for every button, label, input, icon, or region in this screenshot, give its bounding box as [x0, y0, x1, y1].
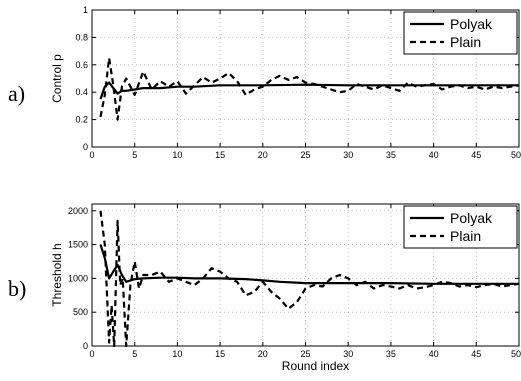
x-tick-label: 0 — [89, 150, 94, 160]
x-tick-label: 35 — [386, 349, 396, 359]
x-tick-label: 20 — [258, 349, 268, 359]
x-tick-label: 25 — [300, 150, 310, 160]
y-tick-label: 2000 — [68, 206, 88, 216]
series-line-plain — [99, 210, 520, 348]
series-line-polyak — [99, 244, 519, 285]
x-tick-label: 25 — [300, 349, 310, 359]
y-tick-label: 1000 — [68, 273, 88, 283]
legend-label-polyak: Polyak — [450, 210, 493, 226]
y-tick-label: 1 — [83, 5, 88, 15]
y-axis-label: Threshold h — [50, 243, 64, 306]
x-tick-label: 45 — [471, 349, 481, 359]
chart-panel-a: 0 5 10 15 20 25 30 35 40 45 50 0 0.2 0.4 0.6 0.8 1 Contro… — [8, 5, 521, 160]
x-tick-label: 20 — [258, 150, 268, 160]
legend: Polyak Plain — [403, 11, 518, 55]
x-tick-label: 15 — [215, 349, 225, 359]
legend-label-plain: Plain — [450, 228, 481, 244]
series-line-plain — [99, 56, 520, 121]
x-tick-label: 50 — [511, 150, 521, 160]
x-tick-label: 5 — [132, 150, 137, 160]
x-tick-label: 0 — [89, 349, 94, 359]
y-tick-label: 1500 — [68, 240, 88, 250]
panel-letter: b) — [8, 276, 26, 301]
y-axis-label: Control p — [50, 54, 64, 103]
y-tick-label: 0 — [83, 341, 88, 351]
y-tick-label: 0.2 — [75, 115, 88, 125]
x-tick-label: 5 — [132, 349, 137, 359]
x-tick-label: 35 — [386, 150, 396, 160]
y-tick-label: 0 — [83, 142, 88, 152]
legend-box — [403, 11, 518, 55]
legend-box — [403, 205, 518, 249]
x-axis-label: Round index — [282, 359, 349, 373]
x-tick-label: 30 — [343, 349, 353, 359]
x-tick-label: 10 — [172, 349, 182, 359]
y-tick-label: 0.8 — [75, 32, 88, 42]
x-tick-label: 40 — [429, 349, 439, 359]
x-tick-label: 50 — [511, 349, 521, 359]
x-tick-label: 10 — [172, 150, 182, 160]
y-tick-label: 0.6 — [75, 60, 88, 70]
series-line-polyak — [99, 81, 519, 100]
x-tick-label: 15 — [215, 150, 225, 160]
y-tick-label: 500 — [73, 307, 88, 317]
x-tick-label: 45 — [471, 150, 481, 160]
panel-letter: a) — [8, 81, 25, 106]
legend: Polyak Plain — [403, 205, 518, 249]
chart-panel-b: 0 5 10 15 20 25 30 35 40 45 500500100015002000Thre… — [8, 203, 521, 373]
y-tick-label: 0.4 — [75, 87, 88, 97]
legend-label-polyak: Polyak — [450, 16, 493, 32]
x-tick-label: 30 — [343, 150, 353, 160]
legend-label-plain: Plain — [450, 34, 481, 50]
x-tick-label: 40 — [429, 150, 439, 160]
